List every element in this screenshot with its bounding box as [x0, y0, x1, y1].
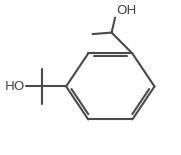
Text: HO: HO — [5, 80, 25, 93]
Text: OH: OH — [116, 4, 136, 17]
